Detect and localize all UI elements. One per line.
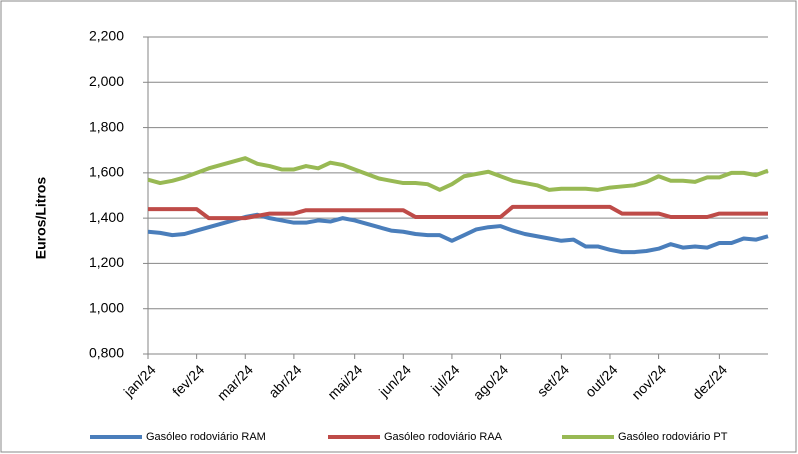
y-tick-label: 1,600 xyxy=(89,164,124,180)
legend-text: Gasóleo rodoviário RAA xyxy=(384,431,503,443)
y-axis-label: Euros/Litros xyxy=(33,177,49,260)
y-tick-label: 2,200 xyxy=(89,28,124,44)
y-tick-label: 2,000 xyxy=(89,73,124,89)
legend-text: Gasóleo rodoviário PT xyxy=(618,431,728,443)
y-tick-label: 1,400 xyxy=(89,209,124,225)
y-tick-label: 1,000 xyxy=(89,299,124,315)
y-tick-label: 0,800 xyxy=(89,345,124,361)
y-tick-label: 1,200 xyxy=(89,254,124,270)
legend-text: Gasóleo rodoviário RAM xyxy=(146,431,266,443)
data-line xyxy=(148,204,768,221)
data-line xyxy=(147,156,769,192)
y-tick-label: 1,800 xyxy=(89,118,124,134)
